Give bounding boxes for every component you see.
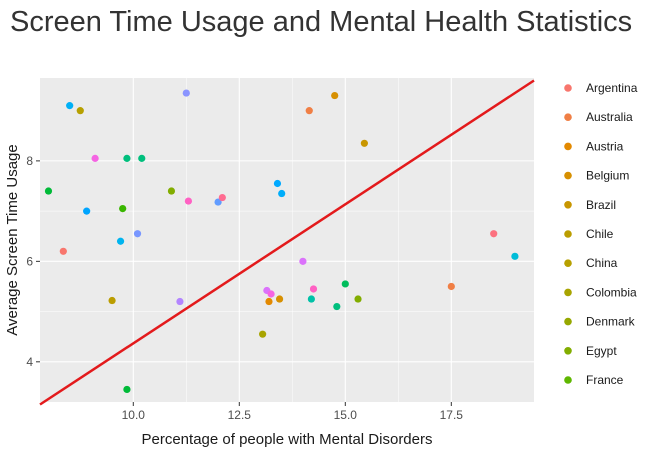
scatter-point — [44, 187, 53, 195]
legend-item: Austria — [564, 139, 624, 153]
y-tick-label: 4 — [26, 355, 33, 369]
y-tick-label: 8 — [26, 154, 33, 168]
legend-item: France — [564, 373, 624, 387]
scatter-point — [184, 197, 193, 205]
scatter-point — [83, 207, 91, 215]
scatter-point — [176, 297, 184, 306]
scatter-point — [123, 385, 131, 394]
scatter-point — [214, 198, 222, 206]
scatter-point — [259, 330, 267, 338]
scatter-point — [341, 280, 349, 288]
scatter-point — [133, 230, 142, 238]
scatter-point — [511, 252, 519, 260]
y-axis-ticks: 4 6 8 — [26, 154, 40, 369]
scatter-point — [354, 295, 362, 303]
scatter-point — [119, 205, 127, 213]
scatter-point — [218, 193, 226, 202]
scatter-point — [91, 154, 99, 162]
legend-swatch — [564, 113, 572, 121]
legend-label: Australia — [586, 110, 633, 124]
scatter-point — [275, 295, 284, 303]
scatter-point — [360, 139, 368, 147]
grid-lines — [40, 78, 534, 402]
scatter-point — [307, 295, 315, 303]
y-tick-label: 6 — [26, 254, 33, 268]
x-axis-ticks: 10.0 12.5 15.0 17.5 — [122, 402, 464, 422]
x-tick-label: 15.0 — [334, 408, 358, 422]
legend-item: Colombia — [564, 285, 637, 299]
scatter-point — [299, 257, 307, 265]
scatter-point — [123, 154, 131, 162]
scatter-point — [76, 107, 84, 115]
x-tick-label: 12.5 — [228, 408, 252, 422]
legend-label: Brazil — [586, 198, 616, 212]
scatter-point — [66, 102, 74, 110]
legend-label: Chile — [586, 227, 614, 241]
legend-label: Egypt — [586, 344, 617, 358]
scatter-point — [167, 187, 176, 195]
legend-swatch — [564, 288, 572, 297]
legend-item: Belgium — [564, 169, 629, 183]
x-axis-title: Percentage of people with Mental Disorde… — [142, 431, 433, 448]
scatter-point — [273, 179, 282, 188]
legend-item: Denmark — [564, 315, 636, 329]
legend-swatch — [564, 347, 572, 355]
legend-label: Argentina — [586, 81, 638, 95]
scatter-point — [278, 189, 286, 198]
scatter-point — [108, 296, 116, 305]
legend-swatch — [564, 142, 572, 151]
scatter-point — [309, 285, 318, 293]
legend-item: Egypt — [564, 344, 617, 358]
scatter-point — [116, 237, 125, 245]
scatter-point — [305, 107, 313, 115]
trend-line-layer — [39, 79, 535, 406]
legend-item: Chile — [564, 227, 614, 241]
plot-background — [40, 78, 534, 402]
legend-item: Australia — [564, 110, 633, 124]
legend-item: Brazil — [564, 198, 616, 212]
legend-item: China — [564, 256, 618, 270]
legend-label: Denmark — [586, 315, 636, 329]
scatter-point — [182, 89, 190, 97]
scatter-point — [265, 297, 273, 306]
legend-swatch — [564, 171, 572, 180]
legend-swatch — [564, 259, 572, 268]
trend-line — [39, 79, 535, 406]
legend-swatch — [564, 376, 572, 384]
scatter-point — [267, 290, 275, 298]
legend-swatch — [564, 84, 572, 92]
scatter-point — [331, 91, 339, 100]
plot-panel — [40, 78, 534, 402]
legend-swatch — [564, 201, 572, 209]
x-tick-label: 17.5 — [440, 408, 464, 422]
legend-swatch — [564, 230, 572, 238]
legend-label: Belgium — [586, 169, 629, 183]
scatter-point — [447, 282, 455, 291]
y-axis-title: Average Screen Time Usage — [4, 144, 21, 336]
scatter-point — [333, 302, 341, 311]
legend-label: Colombia — [586, 285, 637, 299]
legend-label: Austria — [586, 139, 624, 153]
legend-label: France — [586, 373, 624, 387]
legend: Argentina Australia Austria Belgium Brazil Ch… — [564, 81, 638, 387]
scatter-point — [138, 154, 146, 162]
legend-swatch — [564, 317, 572, 326]
legend-label: China — [586, 256, 618, 270]
data-points — [44, 89, 519, 394]
chart-title: Screen Time Usage and Mental Health Stat… — [10, 6, 633, 38]
scatter-point — [490, 230, 498, 238]
x-tick-label: 10.0 — [122, 408, 146, 422]
scatter-point — [59, 247, 67, 255]
legend-item: Argentina — [564, 81, 638, 95]
